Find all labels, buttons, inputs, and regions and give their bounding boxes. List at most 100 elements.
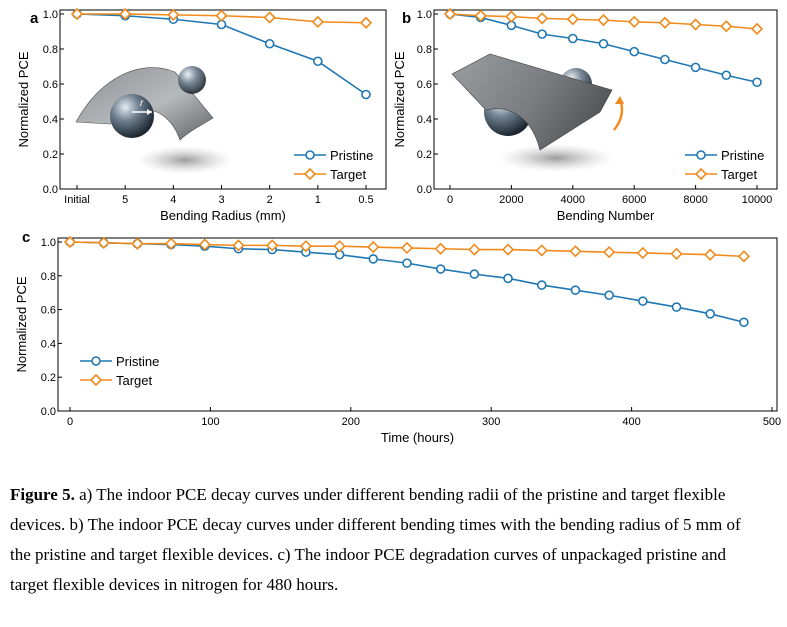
x-tick-label: 0 [67,416,73,428]
x-tick-label: 500 [763,416,781,428]
x-tick-label: 1 [315,194,321,206]
data-point [690,62,701,73]
data-point [266,239,279,252]
data-point [658,16,672,29]
data-point [505,10,518,23]
legend-label: Pristine [116,354,159,369]
legend-marker [89,373,103,387]
data-point [569,245,582,258]
x-tick-label: 4 [170,194,176,206]
data-point [434,242,447,255]
x-tick-label: 0 [447,194,453,206]
panel-label: b [402,10,411,27]
y-tick-label: 0.8 [41,271,56,283]
radius-arrowhead [147,109,152,115]
data-point [70,7,84,21]
y-tick-label: 0.4 [41,338,56,350]
radius-symbol: r [140,98,144,109]
bend-arrowhead [615,96,624,104]
data-point [739,317,749,328]
legend-marker [303,167,317,181]
x-tick-label: Initial [64,194,90,206]
y-tick-label: 1.0 [43,9,58,21]
y-tick-label: 1.0 [41,237,56,249]
x-tick-label: 2000 [499,194,523,206]
data-point [299,240,313,253]
y-tick-label: 0.6 [43,79,58,91]
data-point [636,246,649,260]
y-tick-label: 0.4 [43,114,58,126]
data-point [570,285,581,295]
data-point [535,12,549,25]
x-tick-label: 2 [267,194,273,206]
data-point [443,7,457,21]
bend-arrow [613,99,624,131]
data-point [566,13,579,26]
data-point [660,54,670,65]
x-tick-label: 6000 [622,194,646,206]
data-point [164,237,178,250]
y-axis-title: Normalized PCE [14,276,29,372]
x-tick-label: 3 [218,194,224,206]
series-target [70,7,373,29]
legend-marker [305,150,315,160]
data-point [603,246,616,259]
y-tick-label: 1.0 [417,9,432,21]
data-point [435,264,446,274]
data-point [704,248,717,261]
data-point [721,70,732,81]
x-axis-title: Bending Number [557,208,655,223]
data-point [63,235,77,249]
x-axis-title: Bending Radius (mm) [160,208,286,223]
data-point [597,13,610,27]
series-target [443,7,764,36]
data-point [361,89,371,100]
caption-text: a) The indoor PCE decay curves under dif… [10,485,741,594]
data-point [402,258,412,268]
plot-frame [59,9,387,190]
legend-marker [694,167,708,181]
data-point [629,46,640,57]
data-point [474,9,487,22]
figure-caption: Figure 5. a) The indoor PCE decay curves… [10,480,750,600]
plot-frame [57,237,778,412]
legend-label: Target [116,373,153,388]
legend: Pristine Target [294,148,373,182]
panel-label: c [22,229,30,246]
y-tick-label: 0.6 [41,305,56,317]
data-point [535,244,548,257]
legend: Pristine Target [685,148,764,182]
data-point [367,240,380,254]
figure-5: r a 0.0 0.2 0.4 0.6 0.8 1.0 Initial 5 4 3 2 1 0.5 Bend… [14,7,781,445]
legend-marker [91,356,101,366]
data-point [198,238,211,251]
data-point [638,296,648,306]
data-point [368,254,379,264]
series-target [63,235,751,263]
data-point [131,237,144,250]
legend-marker [696,150,706,160]
data-point [752,77,762,88]
data-point [468,243,481,256]
x-axis-title: Time (hours) [381,430,454,445]
y-axis-title: Normalized PCE [392,51,407,147]
y-tick-label: 0.0 [41,406,56,418]
data-point [705,309,716,319]
data-point [333,240,346,253]
data-point [750,22,764,36]
shadow-a [137,146,233,174]
data-point [167,8,180,22]
data-point [264,38,275,49]
x-tick-label: 8000 [683,194,707,206]
x-tick-label: 200 [342,416,360,428]
panel-b: b 0.0 0.2 0.4 0.6 0.8 1.0 0 2000 4000 6000 8000 1000… [392,7,778,223]
x-tick-label: 5 [122,194,128,206]
plot-frame [433,9,778,190]
data-point [263,11,276,24]
data-point [359,16,373,29]
y-tick-label: 0.6 [417,79,432,91]
data-point [567,33,578,44]
y-tick-label: 0.2 [43,149,58,161]
data-point [232,239,245,252]
y-tick-label: 0.0 [417,184,432,196]
